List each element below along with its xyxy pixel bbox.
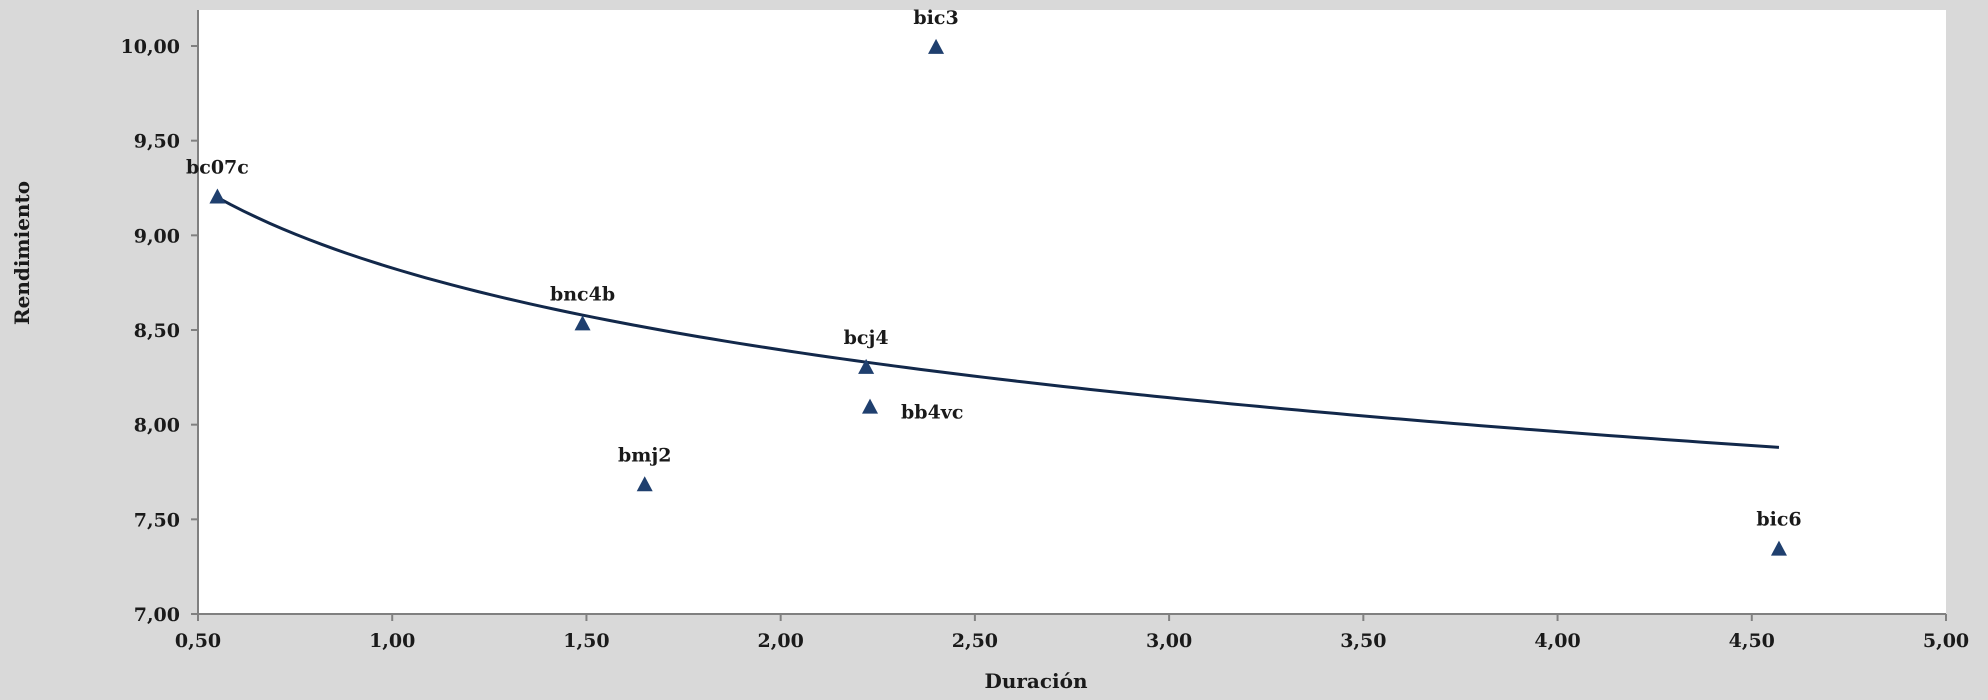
trendline-group <box>216 196 1780 449</box>
data-label-bc07c: bc07c <box>186 156 249 178</box>
y-tick-label: 8,50 <box>134 320 180 342</box>
x-tick-label: 1,00 <box>369 630 415 652</box>
x-tick-label: 4,50 <box>1729 630 1775 652</box>
data-point-bb4vc <box>862 398 879 414</box>
data-point-bic6 <box>1770 540 1787 556</box>
x-tick-label: 3,00 <box>1146 630 1192 652</box>
y-tick-label: 7,50 <box>134 509 180 531</box>
data-label-bnc4b: bnc4b <box>550 283 615 305</box>
y-tick-label: 8,00 <box>134 415 180 437</box>
data-point-bnc4b <box>574 315 591 331</box>
x-axis-title: Duración <box>984 669 1087 693</box>
y-tick-label: 9,50 <box>134 131 180 153</box>
y-tick-label: 9,00 <box>134 225 180 247</box>
x-tick-label: 5,00 <box>1923 630 1969 652</box>
y-tick-label: 10,00 <box>121 36 181 58</box>
x-tick-label: 2,00 <box>758 630 804 652</box>
data-label-bic6: bic6 <box>1756 509 1801 531</box>
data-label-bcj4: bcj4 <box>844 327 889 349</box>
y-axis-ticks: 7,00 7,50 8,00 8,50 9,00 9,50 10,00 <box>121 36 198 626</box>
point-labels: bc07c bnc4b bmj2 bcj4 bb4vc bic3 bic6 <box>186 7 1802 531</box>
x-tick-label: 1,50 <box>563 630 609 652</box>
y-tick-label: 7,00 <box>134 604 180 626</box>
data-point-bcj4 <box>858 358 875 374</box>
data-point-bic3 <box>928 38 945 54</box>
x-axis-ticks: 0,50 1,00 1,50 2,00 2,50 3,00 3,50 4,00 4,50 5,00 <box>175 614 1969 652</box>
x-tick-label: 3,50 <box>1340 630 1386 652</box>
data-point-bc07c <box>209 188 226 204</box>
axes <box>197 10 1946 615</box>
plot-area <box>198 10 1946 614</box>
trendline <box>216 196 1780 449</box>
data-point-bmj2 <box>636 476 653 492</box>
data-label-bmj2: bmj2 <box>618 444 671 466</box>
x-tick-label: 0,50 <box>175 630 221 652</box>
data-label-bb4vc: bb4vc <box>901 402 963 424</box>
x-tick-label: 4,00 <box>1534 630 1580 652</box>
y-axis-title: Rendimiento <box>10 181 34 325</box>
x-tick-label: 2,50 <box>952 630 998 652</box>
data-points <box>209 38 1787 556</box>
data-label-bic3: bic3 <box>913 7 958 29</box>
